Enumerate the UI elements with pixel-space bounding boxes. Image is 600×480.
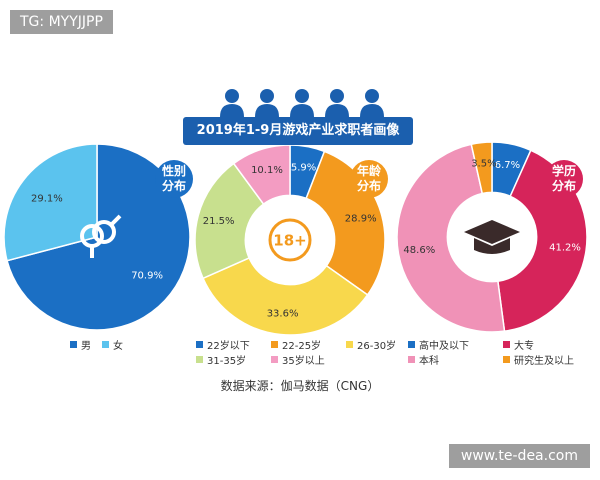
center-label: 18+ (273, 232, 306, 250)
center-ring (268, 218, 312, 262)
legend-item: 高中及以下 (408, 337, 469, 352)
website-tag: www.te-dea.com (448, 444, 590, 468)
value-label: 29.1% (31, 193, 63, 204)
donut-hole (245, 195, 335, 285)
value-label: 6.7% (495, 160, 520, 171)
legend-label: 研究生及以上 (514, 356, 574, 367)
legend-swatch (70, 341, 77, 348)
legend-swatch (271, 356, 278, 363)
legend-swatch (196, 356, 203, 363)
legend-item: 22岁以下 (196, 337, 250, 352)
chart-badge: 学历分布 (545, 160, 583, 198)
pie-slice (3, 143, 98, 262)
value-label: 10.1% (251, 165, 283, 176)
legend-swatch (503, 341, 510, 348)
legend-label: 女 (113, 341, 123, 352)
legend-item: 研究生及以上 (503, 352, 574, 367)
legend-item: 35岁以上 (271, 352, 325, 367)
legend-swatch (346, 341, 353, 348)
legend-item: 31-35岁 (196, 352, 246, 367)
value-label: 33.6% (267, 308, 299, 319)
legend-swatch (408, 341, 415, 348)
legend-label: 22-25岁 (282, 341, 322, 352)
legend-item: 22-25岁 (271, 337, 321, 352)
legend-label: 31-35岁 (207, 356, 247, 367)
pie-slice (202, 257, 369, 336)
legend-label: 高中及以下 (419, 341, 469, 352)
people-icons (220, 89, 384, 117)
legend-swatch (503, 356, 510, 363)
legend-item: 本科 (408, 352, 439, 367)
icon-part (92, 220, 116, 244)
cap-icon (464, 220, 520, 254)
value-label: 3.5% (471, 159, 496, 170)
icon-part (110, 214, 122, 226)
legend-label: 26-30岁 (357, 341, 397, 352)
legend-label: 22岁以下 (207, 341, 250, 352)
legend-label: 大专 (514, 341, 534, 352)
pie-slice (6, 143, 191, 331)
main-title: 2019年1-9月游戏产业求职者画像 (183, 117, 413, 145)
legend-label: 男 (81, 341, 91, 352)
legend-swatch (271, 341, 278, 348)
value-label: 41.2% (549, 243, 581, 254)
value-label: 5.9% (291, 162, 316, 173)
legend-label: 本科 (419, 356, 439, 367)
value-label: 70.9% (131, 271, 163, 282)
legend-item: 男 (70, 337, 91, 352)
source-note: 数据来源：伽马数据（CNG） (220, 379, 380, 393)
legend-item: 女 (102, 337, 123, 352)
legend-swatch (102, 341, 109, 348)
legend-swatch (408, 356, 415, 363)
gender-icon (80, 214, 122, 258)
legend-item: 26-30岁 (346, 337, 396, 352)
icon-part (474, 238, 510, 254)
badge: TG: MYYJJPP (10, 10, 113, 34)
icon-part (464, 220, 520, 244)
legend-item: 大专 (503, 337, 534, 352)
chart-badge: 年龄分布 (350, 160, 388, 198)
legend-swatch (196, 341, 203, 348)
value-label: 28.9% (345, 214, 377, 225)
chart-badge: 性别分布 (155, 160, 193, 198)
legend-label: 35岁以上 (282, 356, 325, 367)
value-label: 48.6% (403, 245, 435, 256)
value-label: 21.5% (203, 216, 235, 227)
